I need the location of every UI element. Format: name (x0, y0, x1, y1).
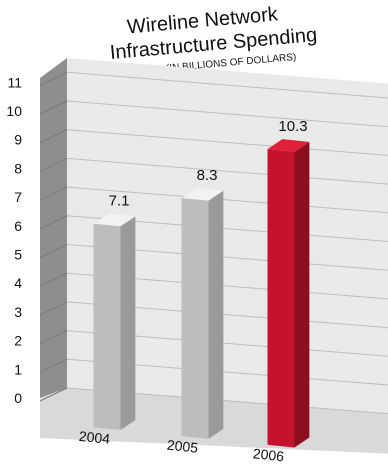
y-tick-label: 11 (7, 74, 22, 90)
y-tick-label: 10 (6, 103, 22, 119)
y-tick-label: 8 (14, 160, 22, 176)
gridline-side (39, 358, 68, 373)
x-tick-label: 2004 (78, 428, 111, 447)
bar-top (267, 139, 310, 152)
left-wall (40, 57, 67, 398)
bars: 7.1 8.3 10.3 (93, 118, 310, 448)
y-tick-label: 3 (14, 304, 22, 320)
gridline (66, 157, 388, 185)
bar-2004: 7.1 (93, 193, 136, 431)
bar-top (181, 187, 224, 201)
y-axis-ticks: 0 1 2 3 4 5 6 7 8 9 10 11 (6, 74, 22, 406)
data-label: 10.3 (278, 118, 307, 135)
gridline-side (39, 244, 68, 258)
data-label: 7.1 (109, 193, 130, 210)
x-tick-label: 2006 (252, 445, 285, 464)
gridline-side (39, 387, 68, 402)
x-axis-labels: 2004 2005 2006 (78, 428, 285, 465)
gridline-side (39, 71, 68, 86)
gridline-side (39, 100, 68, 115)
x-tick-label: 2005 (166, 437, 199, 456)
y-tick-label: 0 (14, 390, 22, 406)
bar-front (181, 197, 209, 439)
gridline-side (39, 301, 68, 316)
gridline (66, 71, 388, 99)
y-tick-label: 6 (14, 218, 22, 234)
gridline-side (39, 129, 68, 144)
gridline-side (39, 330, 68, 345)
gridline-side (39, 215, 68, 230)
bar-2006: 10.3 (267, 118, 310, 448)
bar-side (208, 190, 224, 439)
y-tick-label: 1 (14, 361, 22, 377)
gridline (66, 186, 388, 214)
data-label: 8.3 (197, 167, 218, 184)
y-tick-label: 9 (14, 132, 22, 148)
gridline-side (39, 272, 68, 287)
bar-side (120, 216, 136, 431)
gridline-side (39, 157, 68, 172)
gridline (66, 100, 388, 128)
title-group: Wireline Network Infrastructure Spending… (109, 3, 318, 74)
y-tick-label: 7 (14, 189, 22, 205)
gridline-side (39, 186, 68, 201)
bar-side (294, 141, 310, 448)
y-tick-label: 4 (14, 275, 22, 291)
y-tick-label: 2 (14, 333, 22, 349)
bar-top (93, 213, 136, 227)
y-tick-label: 5 (14, 247, 22, 263)
gridline (66, 129, 388, 156)
bar-front (93, 223, 121, 431)
bar-2005: 8.3 (181, 167, 224, 439)
bar-front (267, 149, 295, 448)
